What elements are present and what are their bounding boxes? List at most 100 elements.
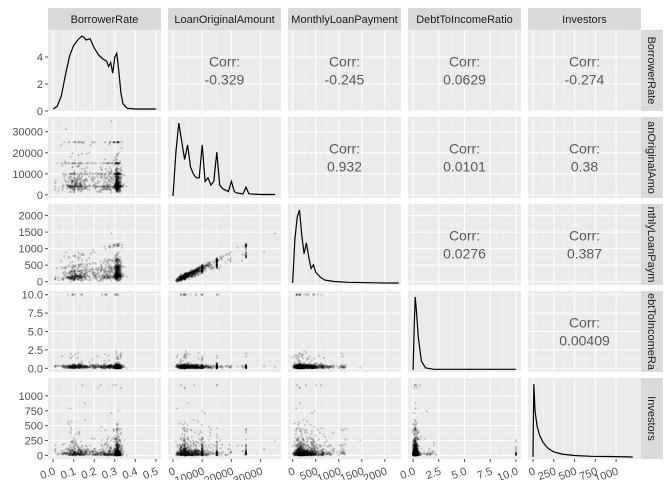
scatter-point — [92, 180, 95, 183]
scatter-point — [115, 168, 118, 171]
scatter-point — [119, 364, 122, 367]
scatter-point — [215, 260, 218, 263]
scatter-point — [189, 271, 192, 275]
scatter-point — [194, 269, 197, 272]
scatter-point — [115, 141, 118, 144]
scatter-point — [118, 365, 121, 368]
scatter-point — [117, 175, 120, 178]
scatter-point — [117, 260, 120, 263]
scatter-point — [116, 184, 119, 187]
scatter-point — [183, 274, 186, 277]
scatter-point — [116, 275, 119, 278]
scatter-point — [191, 273, 194, 276]
scatter-point — [74, 182, 77, 185]
scatter-point — [116, 186, 119, 189]
scatter-point — [72, 367, 75, 370]
scatter-point — [118, 172, 121, 175]
scatter-point — [84, 364, 87, 367]
scatter-point — [201, 272, 204, 275]
scatter-point — [215, 258, 218, 262]
scatter-point — [194, 270, 197, 273]
scatter-point — [74, 177, 77, 180]
scatter-point — [244, 243, 248, 247]
scatter-point — [81, 362, 84, 365]
scatter-point — [114, 367, 117, 370]
scatter-point — [188, 273, 191, 276]
scatter-point — [116, 275, 119, 278]
scatter-point — [119, 177, 122, 180]
scatter-point — [182, 276, 185, 279]
scatter-point — [114, 185, 117, 188]
scatter-point — [82, 181, 86, 184]
scatter-point — [195, 268, 198, 271]
scatter-point — [109, 276, 112, 279]
scatter-point — [114, 259, 117, 262]
scatter-point — [119, 365, 122, 368]
scatter-point — [116, 184, 119, 187]
scatter-point — [96, 268, 99, 271]
scatter-point — [116, 363, 119, 366]
scatter-point — [71, 152, 74, 155]
scatter-point — [117, 188, 120, 191]
scatter-point — [201, 264, 204, 267]
scatter-point — [114, 187, 117, 190]
scatter-point — [115, 178, 118, 181]
scatter-point — [115, 274, 118, 277]
scatter-point — [116, 183, 119, 186]
scatter-point — [202, 268, 206, 271]
scatter-point — [116, 367, 119, 370]
scatter-point — [76, 178, 79, 181]
scatter-point — [119, 274, 123, 277]
scatter-point — [116, 273, 119, 277]
scatter-point — [176, 365, 179, 368]
scatter-point — [119, 177, 122, 180]
scatter-point — [116, 275, 119, 278]
scatter-point — [114, 254, 117, 257]
scatter-point — [215, 257, 218, 260]
scatter-point — [199, 266, 202, 270]
scatter-point — [88, 270, 91, 273]
scatter-point — [101, 367, 104, 370]
scatter-point — [192, 270, 195, 273]
scatter-point — [182, 274, 185, 278]
strip-background — [408, 8, 521, 30]
scatter-point — [73, 270, 76, 273]
scatter-point — [80, 167, 83, 171]
scatter-point — [118, 272, 121, 275]
scatter-point — [91, 366, 95, 369]
scatter-point — [116, 184, 119, 188]
scatter-point — [201, 272, 204, 275]
scatter-point — [75, 276, 78, 279]
scatter-point — [83, 268, 86, 271]
scatter-point — [115, 270, 118, 273]
scatter-point — [90, 177, 93, 180]
scatter-point — [74, 177, 77, 180]
scatter-point — [230, 251, 233, 254]
scatter-point — [115, 365, 118, 368]
scatter-point — [201, 264, 204, 267]
scatter-point — [102, 270, 106, 273]
scatter-point — [91, 267, 94, 271]
scatter-point — [244, 251, 248, 254]
scatter-point — [178, 279, 181, 282]
scatter-point — [120, 273, 123, 276]
scatter-point — [80, 293, 83, 296]
scatter-point — [193, 273, 196, 276]
scatter-point — [183, 273, 186, 276]
scatter-point — [208, 265, 211, 268]
scatter-point — [68, 271, 71, 274]
scatter-point — [115, 363, 118, 366]
scatter-point — [118, 276, 121, 279]
scatter-point — [118, 365, 121, 368]
scatter-point — [182, 276, 185, 279]
scatter-point — [74, 273, 77, 276]
scatter-point — [189, 271, 193, 274]
scatter-point — [115, 272, 119, 275]
scatter-point — [244, 243, 248, 246]
scatter-point — [80, 276, 83, 279]
scatter-point — [70, 180, 73, 183]
scatter-point — [116, 186, 119, 190]
scatter-point — [88, 171, 91, 174]
scatter-point — [215, 263, 218, 266]
scatter-point — [116, 178, 119, 181]
